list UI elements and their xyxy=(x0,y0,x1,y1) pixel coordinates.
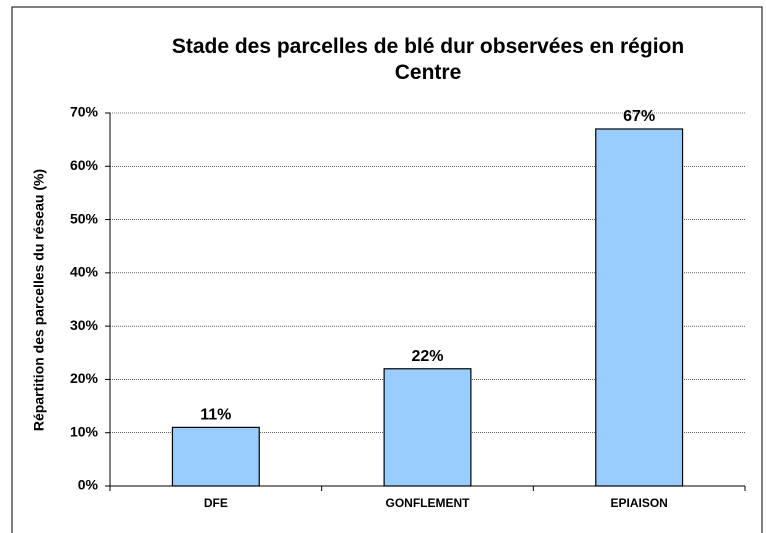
bar xyxy=(383,368,472,487)
y-tick-label: 10% xyxy=(70,423,99,439)
data-label: 11% xyxy=(200,407,231,424)
y-tick-label: 30% xyxy=(70,317,99,333)
bar xyxy=(595,128,684,487)
y-tick-label: 60% xyxy=(70,157,99,173)
bar xyxy=(171,426,260,487)
y-tick-label: 40% xyxy=(70,264,99,280)
x-tick-label: EPIAISON xyxy=(610,496,667,510)
x-tick-label: GONFLEMENT xyxy=(386,496,471,510)
data-label: 22% xyxy=(411,348,443,365)
y-tick-label: 50% xyxy=(70,210,99,226)
y-tick-label: 20% xyxy=(70,370,99,386)
data-label: 67% xyxy=(623,108,655,125)
chart-title: Stade des parcelles de blé dur observées… xyxy=(171,35,685,84)
y-tick-label: 70% xyxy=(70,104,99,120)
chart-border xyxy=(11,6,763,533)
y-tick-label: 0% xyxy=(78,477,99,493)
x-tick-label: DFE xyxy=(204,496,228,510)
y-axis-label: Répartition des parcelles du réseau (%) xyxy=(31,169,47,431)
